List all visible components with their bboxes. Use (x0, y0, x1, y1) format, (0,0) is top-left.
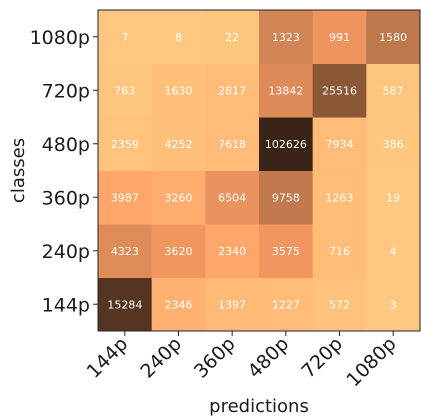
heatmap-cell-240p-360p (205, 224, 260, 278)
heatmap-cell-1080p-1080p (366, 10, 421, 64)
heatmap-cell-480p-1080p (366, 117, 421, 171)
y-tick-label: 480p (42, 134, 90, 156)
cell-value-label: 22 (225, 31, 239, 44)
heatmap-cell-360p-360p (205, 170, 260, 225)
y-tick-label: 720p (42, 80, 90, 102)
cell-value-label: 2359 (111, 138, 139, 151)
cell-value-label: 4252 (165, 138, 193, 151)
cell-value-label: 3620 (165, 245, 193, 258)
cell-value-label: 2817 (218, 84, 246, 97)
cell-value-label: 763 (114, 84, 135, 97)
cell-value-label: 3575 (272, 245, 300, 258)
x-tick-label: 480p (244, 333, 294, 383)
heatmap-cell-360p-1080p (366, 170, 421, 225)
heatmap-cell-144p-240p (151, 277, 206, 332)
cell-value-label: 386 (383, 138, 404, 151)
heatmap-cell-1080p-720p (312, 10, 367, 64)
x-tick-label: 1080p (342, 333, 400, 391)
cell-value-label: 587 (383, 84, 404, 97)
cell-value-label: 3987 (111, 191, 139, 204)
y-tick-label: 240p (42, 241, 90, 263)
x-tick-label: 144p (83, 333, 133, 383)
cell-value-label: 13842 (268, 84, 303, 97)
heatmap-cell-480p-720p (312, 117, 367, 171)
cell-value-label: 7934 (326, 138, 354, 151)
cell-value-label: 6504 (218, 191, 246, 204)
x-axis-title: predictions (209, 396, 309, 417)
heatmap-cell-480p-360p (205, 117, 260, 171)
heatmap-cell-1080p-240p (151, 10, 206, 64)
x-tick-label: 360p (190, 333, 240, 383)
heatmap-cell-1080p-360p (205, 10, 260, 64)
y-tick-label: 360p (42, 187, 90, 209)
cell-value-label: 716 (329, 245, 350, 258)
cell-value-label: 15284 (107, 298, 142, 311)
cell-value-label: 7618 (218, 138, 246, 151)
heatmap-cell-144p-144p (98, 277, 153, 332)
heatmap-cell-240p-1080p (366, 224, 421, 278)
heatmap-cell-144p-720p (312, 277, 367, 332)
heatmap-cell-480p-240p (151, 117, 206, 171)
heatmap-cell-480p-144p (98, 117, 153, 171)
y-tick-label: 144p (42, 294, 90, 316)
heatmap-cell-720p-360p (205, 63, 260, 118)
heatmap-cell-720p-240p (151, 63, 206, 118)
y-axis-title: classes (8, 138, 29, 203)
heatmap-cell-360p-240p (151, 170, 206, 225)
cell-value-label: 8 (175, 31, 182, 44)
x-tick-label: 720p (297, 333, 347, 383)
cell-value-label: 3260 (165, 191, 193, 204)
cell-value-label: 102626 (265, 138, 307, 151)
heatmap-cell-144p-1080p (366, 277, 421, 332)
heatmap-cell-720p-720p (312, 63, 367, 118)
heatmap-cell-360p-480p (259, 170, 314, 225)
cell-value-label: 25516 (322, 84, 357, 97)
heatmap-cell-1080p-144p (98, 10, 153, 64)
cell-value-label: 9758 (272, 191, 300, 204)
heatmap-cell-144p-480p (259, 277, 314, 332)
cell-value-label: 991 (329, 31, 350, 44)
cell-value-label: 2340 (218, 245, 246, 258)
cell-value-label: 1397 (218, 298, 246, 311)
cell-value-label: 1580 (379, 31, 407, 44)
cell-value-label: 2346 (165, 298, 193, 311)
heatmap-cells (98, 10, 421, 332)
heatmap-cell-240p-144p (98, 224, 153, 278)
heatmap-cell-720p-1080p (366, 63, 421, 118)
heatmap-cell-360p-144p (98, 170, 153, 225)
heatmap-cell-1080p-480p (259, 10, 314, 64)
cell-value-label: 1263 (326, 191, 354, 204)
cell-value-label: 3 (390, 298, 397, 311)
cell-value-label: 7 (121, 31, 128, 44)
cell-value-label: 1323 (272, 31, 300, 44)
cell-value-label: 572 (329, 298, 350, 311)
heatmap-cell-480p-480p (259, 117, 314, 171)
cell-value-label: 4 (390, 245, 397, 258)
heatmap-cell-240p-720p (312, 224, 367, 278)
heatmap-cell-144p-360p (205, 277, 260, 332)
heatmap-cell-360p-720p (312, 170, 367, 225)
cell-value-label: 1227 (272, 298, 300, 311)
heatmap-cell-240p-240p (151, 224, 206, 278)
cell-value-label: 19 (386, 191, 400, 204)
x-tick-label: 240p (136, 333, 186, 383)
y-tick-label: 1080p (30, 27, 90, 49)
plot-frame (97, 9, 421, 332)
cell-value-label: 4323 (111, 245, 139, 258)
heatmap-cell-720p-144p (98, 63, 153, 118)
heatmap-cell-240p-480p (259, 224, 314, 278)
y-tick-labels: 144p 240p 360p 480p 720p 1080p (30, 27, 98, 316)
heatmap-cell-720p-480p (259, 63, 314, 118)
cell-value-label: 1630 (165, 84, 193, 97)
